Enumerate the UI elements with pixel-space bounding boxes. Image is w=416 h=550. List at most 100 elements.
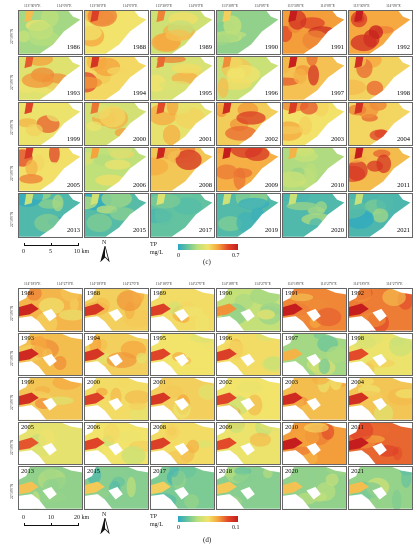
panel-c: 1986 1988 1989 1990 1991 1992 1993 1994 1995 1996…	[0, 0, 416, 272]
map-tile: 2015	[84, 466, 149, 510]
panel-c-north-arrow: N	[98, 240, 112, 262]
map-tile: 2021	[348, 193, 413, 238]
map-tile: 2000	[84, 377, 149, 421]
map-image	[349, 422, 412, 465]
map-year-label: 2019	[265, 227, 278, 235]
map-tile: 2011	[348, 147, 413, 193]
map-image	[85, 11, 148, 54]
map-year-label: 2020	[285, 468, 298, 476]
map-image	[349, 467, 412, 509]
panel-d-caption: (d)	[203, 536, 212, 544]
latitude-label: 22°30'0"N	[10, 165, 14, 181]
map-tile: 2006	[84, 421, 149, 466]
map-image	[217, 194, 280, 237]
map-tile: 2009	[216, 147, 281, 193]
map-image	[151, 378, 214, 420]
map-tile: 2018	[216, 466, 281, 510]
map-year-label: 2005	[67, 181, 80, 189]
map-image	[217, 378, 280, 420]
longitude-label: 113°30'0"E	[24, 4, 41, 8]
panel-d-scale-tick-2: 20 km	[74, 515, 90, 521]
map-image	[19, 56, 82, 100]
map-year-label: 2010	[331, 181, 344, 189]
map-year-label: 1995	[153, 334, 166, 342]
map-image	[283, 289, 346, 331]
map-image	[19, 467, 82, 509]
longitude-label: 113°30'0"E	[155, 4, 173, 8]
map-year-label: 1994	[133, 90, 146, 98]
map-image	[85, 194, 148, 237]
map-image	[19, 194, 82, 237]
map-tile: 2003	[282, 377, 347, 421]
longitude-label: 114°18'0"E	[89, 282, 107, 286]
map-year-label: 1986	[21, 290, 34, 297]
map-image	[283, 102, 346, 146]
map-year-label: 2011	[397, 181, 410, 189]
map-year-label: 2008	[153, 423, 166, 431]
map-tile: 2020	[282, 466, 347, 510]
map-tile: 1997	[282, 55, 347, 101]
map-image	[349, 289, 412, 331]
map-year-label: 2010	[285, 423, 298, 431]
map-image	[151, 289, 214, 331]
map-year-label: 2002	[265, 135, 278, 143]
map-tile: 1989	[150, 288, 215, 332]
map-tile: 1990	[216, 288, 281, 332]
map-tile: 1986	[18, 10, 83, 55]
panel-d-map-grid: 1986 1988 1989 1990 1991 1992 1993 1994 1995 1996…	[18, 288, 413, 510]
map-image	[283, 422, 346, 465]
map-tile: 1999	[18, 377, 83, 421]
map-tile: 1996	[216, 55, 281, 101]
map-year-label: 2003	[331, 135, 344, 143]
longitude-label: 114°27'0"E	[320, 282, 337, 286]
map-tile: 2004	[348, 377, 413, 421]
map-image	[151, 56, 214, 100]
map-year-label: 2021	[397, 227, 410, 235]
panel-c-color-ramp	[178, 244, 238, 250]
map-tile: 2008	[150, 147, 215, 193]
longitude-label: 113°30'0"E	[287, 4, 304, 8]
map-tile: 1989	[150, 10, 215, 55]
map-tile: 1991	[282, 10, 347, 55]
map-image	[217, 333, 280, 376]
longitude-label: 114°18'0"E	[221, 282, 238, 286]
map-year-label: 2017	[153, 468, 166, 476]
map-image	[349, 148, 412, 192]
panel-d-legend-unit: mg/L	[150, 522, 163, 528]
map-year-label: 1990	[265, 44, 278, 52]
map-year-label: 1992	[397, 44, 410, 52]
panel-c-scale-tick-2: 10 km	[74, 249, 90, 255]
map-image	[349, 11, 412, 54]
map-year-label: 1988	[87, 290, 100, 297]
map-tile: 1995	[150, 332, 215, 377]
map-tile: 1990	[216, 10, 281, 55]
map-image	[349, 102, 412, 146]
map-year-label: 1991	[331, 44, 344, 52]
map-tile: 2010	[282, 421, 347, 466]
map-year-label: 1996	[219, 334, 232, 342]
map-year-label: 2013	[67, 227, 80, 235]
map-tile: 1991	[282, 288, 347, 332]
map-year-label: 1995	[199, 90, 212, 98]
map-image	[19, 422, 82, 465]
map-tile: 2010	[282, 147, 347, 193]
map-tile: 2019	[216, 193, 281, 238]
panel-c-caption: (c)	[203, 258, 211, 266]
map-year-label: 1992	[351, 290, 364, 297]
map-image	[85, 289, 148, 331]
map-year-label: 2001	[199, 135, 212, 143]
map-image	[85, 422, 148, 465]
map-year-label: 2000	[133, 135, 146, 143]
panel-c-north-label: N	[102, 240, 107, 246]
north-arrow-icon	[100, 246, 110, 262]
map-image	[151, 11, 214, 54]
panel-c-scale-tick-0: 0	[22, 249, 25, 255]
map-image	[217, 102, 280, 146]
map-tile: 1993	[18, 332, 83, 377]
panel-d-legend: TP mg/L 0 0.1	[150, 514, 290, 540]
map-tile: 2015	[84, 193, 149, 238]
map-year-label: 1998	[397, 90, 410, 98]
map-image	[151, 467, 214, 509]
map-image	[349, 378, 412, 420]
map-year-label: 2008	[199, 181, 212, 189]
